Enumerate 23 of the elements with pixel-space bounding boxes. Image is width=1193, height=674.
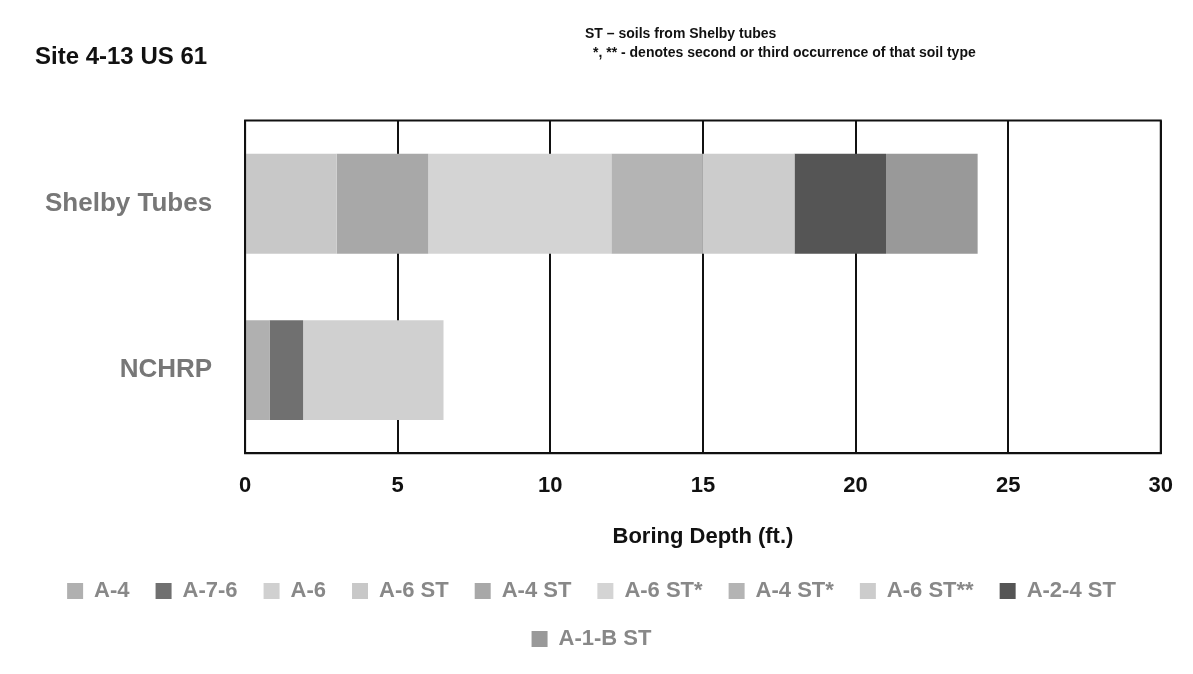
- legend-label: A-7-6: [182, 577, 238, 603]
- legend-label: A-6 ST: [379, 577, 450, 603]
- x-tick-label: 25: [995, 472, 1021, 498]
- legend-label: A-6: [290, 577, 327, 603]
- legend-label: A-4: [94, 577, 131, 603]
- text: ST – soils from Shelby tubes: [585, 25, 778, 41]
- y-tick-label: Shelby Tubes: [45, 186, 213, 217]
- x-tick-label: 15: [690, 472, 716, 498]
- x-axis-title: Boring Depth (ft.): [612, 522, 794, 548]
- chart-title: Site 4-13 US 61: [35, 42, 208, 70]
- legend-label: A-6 ST*: [624, 577, 704, 603]
- x-tick-label: 30: [1148, 472, 1174, 498]
- y-tick-label: NCHRP: [119, 353, 213, 384]
- legend-label: A-1-B ST: [558, 625, 653, 651]
- text: *, ** - denotes second or third occurrence of that soil type: [593, 44, 976, 60]
- legend-label: A-4 ST: [501, 577, 572, 603]
- x-tick-label: 5: [391, 472, 404, 498]
- legend-label: A-4 ST*: [755, 577, 835, 603]
- legend-label: A-6 ST**: [886, 577, 975, 603]
- x-tick-label: 10: [538, 472, 563, 498]
- legend-label: A-2-4 ST: [1026, 577, 1117, 603]
- x-tick-label: 20: [843, 472, 868, 498]
- x-tick-label: 0: [238, 472, 252, 498]
